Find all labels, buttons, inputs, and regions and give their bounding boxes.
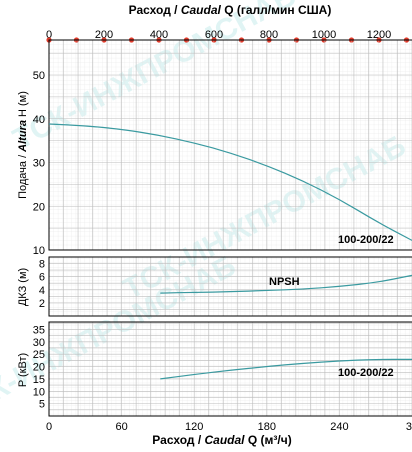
head-curve [48,123,412,241]
npsh-axis-label: ДКЗ (м) [17,268,29,306]
npsh-y-tick-label: 6 [39,272,45,284]
top-tick-label: 400 [150,29,168,41]
head-axis-label: Подача / Altura H (м) [17,91,29,199]
head-y-tick-label: 20 [33,201,45,213]
npsh-y-tick-label: 8 [39,259,45,271]
head-frame [48,39,412,251]
npsh-curve-label: NPSH [269,276,300,288]
power-grid-minor [49,322,412,416]
top-tick-label: 1000 [312,29,336,41]
bottom-tick-label: 60 [115,421,127,433]
head-y-tick-label: 50 [33,70,45,82]
power-curve [160,358,412,380]
power-axis-label: P (кВт) [17,353,29,387]
bottom-tick-label: 30 [406,421,412,433]
npsh-frame [48,256,412,317]
head-y-tick-label: 40 [33,114,45,126]
bottom-tick-label: 240 [330,421,348,433]
bottom-axis-ticks: 0 60 120 180 240 30 [46,421,412,433]
head-panel: 10 20 30 40 50 [33,39,412,257]
power-frame [48,321,412,417]
top-axis-ticks: 0 200 400 600 800 1000 1200 [46,29,391,41]
power-y-tick-label: 35 [33,324,45,336]
top-axis-title: Расход / Caudal Q (галл/мин США) [129,3,332,17]
top-tick-label: 800 [260,29,278,41]
head-grid-minor [49,40,412,250]
head-y-tick-label: 10 [33,245,45,257]
top-tick-label: 0 [46,29,52,41]
power-y-tick-label: 20 [33,362,45,374]
bottom-axis-title: Расход / Caudal Q (м³/ч) [152,433,291,447]
bottom-tick-label: 120 [185,421,203,433]
top-tick-label: 600 [205,29,223,41]
power-y-tick-label: 30 [33,337,45,349]
power-y-tick-label: 25 [33,349,45,361]
head-curve-label: 100-200/22 [338,234,394,246]
npsh-curve [160,274,412,294]
npsh-y-tick-label: 4 [39,285,45,297]
power-y-tick-label: 15 [33,374,45,386]
bottom-tick-label: 180 [258,421,276,433]
npsh-y-tick-label: 2 [39,298,45,310]
top-tick-label: 200 [95,29,113,41]
power-y-tick-label: 10 [33,386,45,398]
power-curve-label: 100-200/22 [338,367,394,379]
head-y-tick-label: 30 [33,158,45,170]
top-tick-label: 1200 [367,29,391,41]
npsh-grid-minor [49,257,412,316]
power-y-tick-label: 5 [39,399,45,411]
bottom-tick-label: 0 [46,421,52,433]
